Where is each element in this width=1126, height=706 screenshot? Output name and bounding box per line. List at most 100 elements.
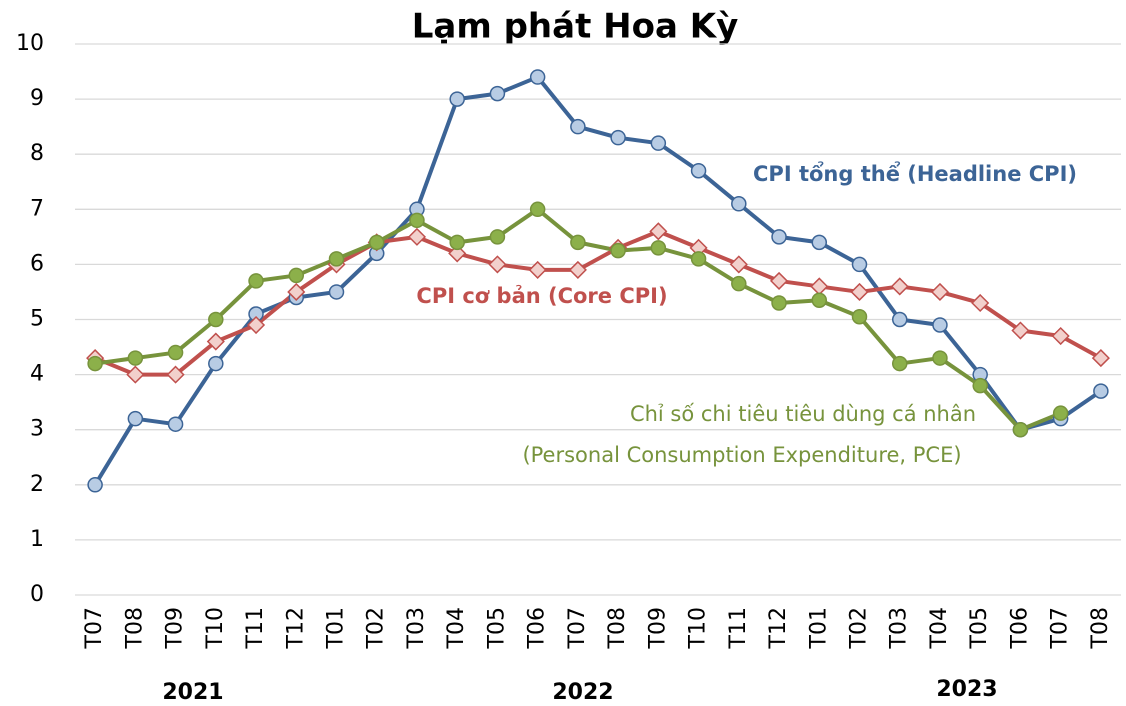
marker — [568, 260, 587, 279]
grid: 0 1 2 3 4 5 6 7 8 9 10 T07 T08 T09 T10 T11 T12 T01 T02 T03 T… — [16, 31, 1121, 649]
marker — [529, 69, 546, 85]
marker — [87, 477, 103, 493]
series-label: CPI tổng thể (Headline CPI) — [753, 161, 1077, 186]
marker — [650, 135, 667, 151]
marker — [489, 229, 506, 245]
marker — [368, 234, 385, 251]
y-tick-label: 3 — [30, 417, 44, 442]
x-tick-label: T10 — [203, 607, 228, 649]
marker — [127, 410, 144, 427]
x-tick-label: T05 — [484, 607, 509, 649]
y-tick-label: 7 — [30, 196, 44, 221]
marker — [127, 350, 144, 366]
x-tick-label: T11 — [243, 607, 268, 649]
marker — [166, 365, 185, 384]
x-tick-label: T02 — [364, 607, 389, 649]
marker — [489, 85, 506, 102]
marker — [167, 416, 184, 432]
y-tick-label: 8 — [30, 141, 44, 166]
y-tick-label: 10 — [16, 31, 44, 56]
y-tick-label: 1 — [30, 527, 44, 552]
marker — [529, 201, 546, 218]
x-tick-label: T04 — [444, 607, 469, 649]
marker — [610, 129, 626, 146]
x-tick-label: T02 — [847, 607, 872, 649]
marker — [448, 244, 467, 263]
marker — [851, 256, 868, 273]
y-tick-label: 6 — [30, 251, 44, 276]
marker — [287, 282, 306, 302]
marker — [328, 251, 345, 267]
marker — [971, 293, 990, 313]
marker — [890, 277, 909, 296]
marker — [610, 242, 626, 259]
marker — [811, 292, 828, 308]
marker — [1093, 383, 1109, 399]
marker — [167, 344, 184, 361]
marker — [731, 275, 747, 292]
marker — [206, 332, 225, 351]
marker — [690, 251, 707, 267]
x-tick-label: T10 — [686, 607, 711, 649]
marker — [1091, 349, 1110, 368]
marker — [972, 377, 988, 394]
x-tick-label: T01 — [324, 607, 349, 649]
marker — [407, 227, 427, 246]
marker — [1051, 326, 1070, 346]
marker — [930, 282, 950, 302]
year-label: 2023 — [936, 677, 997, 702]
plot — [86, 69, 1110, 493]
marker — [246, 315, 266, 335]
marker — [650, 240, 667, 256]
marker — [208, 355, 224, 372]
marker — [328, 284, 345, 300]
marker — [649, 222, 668, 241]
marker — [891, 311, 908, 328]
marker — [690, 162, 707, 179]
year-label: 2021 — [162, 680, 223, 705]
marker — [1052, 405, 1069, 421]
marker — [771, 229, 787, 245]
x-tick-label: T11 — [726, 607, 751, 649]
y-tick-label: 0 — [30, 582, 44, 607]
y-tick-label: 4 — [30, 362, 44, 387]
y-tick-label: 2 — [30, 472, 44, 497]
x-tick-label: T07 — [565, 607, 590, 649]
series-label: (Personal Consumption Expenditure, PCE) — [522, 443, 961, 467]
x-tick-label: T09 — [163, 607, 188, 649]
marker — [126, 365, 145, 384]
marker — [932, 350, 948, 366]
marker — [769, 271, 789, 290]
marker — [208, 311, 224, 328]
marker — [1011, 321, 1030, 340]
y-tick-label: 9 — [30, 86, 44, 111]
x-tick-label: T04 — [927, 607, 952, 649]
chart-title: Lạm phát Hoa Kỳ — [412, 7, 739, 47]
marker — [570, 118, 586, 135]
marker — [449, 91, 465, 107]
marker — [851, 308, 868, 325]
marker — [570, 234, 586, 251]
x-tick-label: T08 — [122, 607, 147, 649]
marker — [932, 317, 948, 333]
x-tick-label: T07 — [1048, 607, 1073, 649]
x-tick-label: T01 — [806, 607, 831, 649]
marker — [449, 234, 465, 251]
marker — [488, 255, 507, 274]
marker — [729, 255, 748, 274]
year-label: 2022 — [552, 680, 613, 705]
x-tick-label: T12 — [766, 607, 791, 649]
marker — [891, 355, 908, 372]
x-tick-label: T12 — [283, 607, 308, 649]
marker — [409, 212, 425, 229]
marker — [810, 277, 829, 296]
marker — [248, 273, 264, 289]
marker — [850, 282, 869, 302]
x-tick-label: T09 — [645, 607, 670, 649]
marker — [87, 355, 103, 372]
marker — [811, 234, 828, 251]
y-tick-label: 5 — [30, 307, 44, 332]
x-tick-label: T03 — [887, 607, 912, 649]
marker — [771, 295, 787, 311]
